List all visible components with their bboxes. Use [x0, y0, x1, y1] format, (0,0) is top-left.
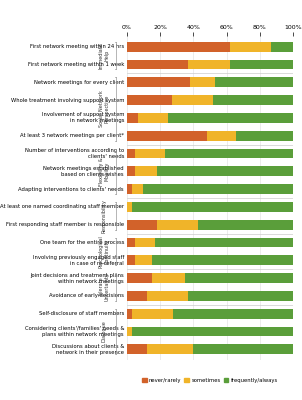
Bar [132, 202, 293, 212]
Bar [135, 148, 165, 158]
Bar [127, 95, 172, 105]
Bar [147, 344, 193, 354]
Bar [190, 77, 215, 87]
Bar [230, 42, 271, 52]
Bar [127, 327, 132, 336]
Text: Responsibility: Responsibility [102, 199, 107, 233]
Bar [173, 309, 293, 319]
Bar [127, 273, 152, 283]
Bar [135, 166, 157, 176]
Bar [185, 273, 293, 283]
Bar [207, 131, 236, 140]
Bar [198, 220, 293, 230]
Bar [236, 131, 293, 140]
Bar [127, 291, 147, 301]
Bar [127, 220, 157, 230]
Bar [132, 309, 173, 319]
Bar [271, 42, 293, 52]
Bar [127, 113, 138, 123]
Text: Dialogue: Dialogue [102, 321, 107, 342]
Bar [147, 291, 188, 301]
Bar [213, 95, 293, 105]
Bar [135, 238, 155, 248]
Text: Flexibility &
Mobility: Flexibility & Mobility [99, 157, 110, 186]
Bar [127, 42, 230, 52]
Text: Tolerate
Uncertainty: Tolerate Uncertainty [99, 273, 110, 301]
Bar [157, 220, 198, 230]
Text: Social Network
Perspective: Social Network Perspective [99, 91, 110, 127]
Bar [127, 131, 207, 140]
Bar [165, 148, 293, 158]
Bar [157, 166, 293, 176]
Bar [152, 256, 293, 265]
Bar [169, 113, 293, 123]
Bar [127, 344, 147, 354]
Text: Psychological
Continuity: Psychological Continuity [99, 235, 110, 268]
Bar [230, 60, 293, 69]
Bar [127, 256, 135, 265]
Bar [215, 77, 293, 87]
Bar [132, 327, 293, 336]
Bar [127, 77, 190, 87]
Bar [127, 184, 132, 194]
Bar [127, 148, 135, 158]
Bar [188, 291, 293, 301]
Bar [138, 113, 168, 123]
Bar [188, 60, 230, 69]
Bar [127, 60, 188, 69]
Bar [193, 344, 293, 354]
Bar [132, 184, 143, 194]
Text: Immediate
Help: Immediate Help [99, 42, 110, 69]
Bar [152, 273, 185, 283]
Legend: never/rarely, sometimes, frequently/always: never/rarely, sometimes, frequently/alwa… [140, 376, 280, 385]
Bar [155, 238, 293, 248]
Bar [127, 202, 132, 212]
Bar [127, 166, 135, 176]
Bar [127, 238, 135, 248]
Bar [172, 95, 213, 105]
Bar [143, 184, 293, 194]
Bar [135, 256, 152, 265]
Bar [127, 309, 132, 319]
